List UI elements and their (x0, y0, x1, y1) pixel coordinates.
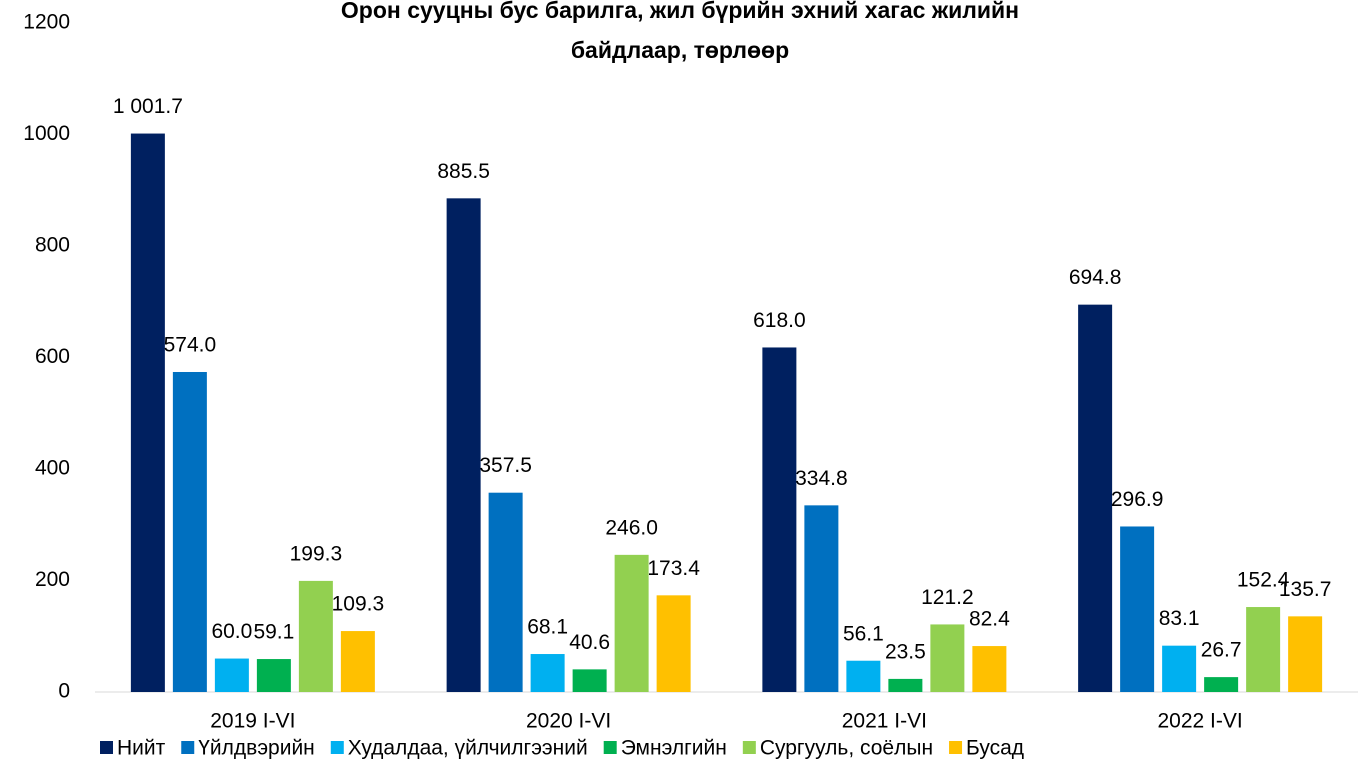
y-tick-label: 1200 (23, 11, 70, 34)
bar (930, 624, 965, 692)
data-label: 82.4 (969, 608, 1010, 631)
data-label: 40.6 (569, 631, 610, 654)
y-tick-label: 800 (35, 234, 70, 257)
legend-label: Нийт (117, 737, 166, 760)
data-label: 246.0 (605, 516, 658, 539)
bar (846, 660, 881, 692)
data-label: 1 001.7 (113, 95, 183, 118)
bar (1204, 677, 1239, 692)
data-label: 60.0 (211, 620, 252, 643)
legend-marker (330, 741, 344, 754)
y-tick-label: 600 (35, 345, 70, 368)
bar (1162, 645, 1197, 692)
data-label: 109.3 (332, 593, 385, 616)
data-label: 152.4 (1237, 569, 1290, 592)
bar (572, 669, 607, 692)
x-tick-label: 2020 I-VI (526, 710, 611, 733)
legend-label: Худалдаа, үйлчилгээний (348, 737, 588, 760)
data-label: 56.1 (843, 622, 884, 645)
y-tick-label: 400 (35, 457, 70, 480)
data-label: 334.8 (795, 467, 848, 490)
data-label: 173.4 (647, 557, 700, 580)
data-label: 83.1 (1159, 607, 1200, 630)
data-label: 694.8 (1069, 266, 1122, 289)
bar (614, 554, 649, 692)
legend-label: Бусад (966, 737, 1024, 760)
data-label: 574.0 (164, 334, 217, 357)
chart-title: Орон сууцны бус барилга, жил бүрийн эхни… (340, 0, 1020, 63)
bar (214, 658, 249, 692)
data-label: 59.1 (253, 621, 294, 644)
bar (530, 654, 565, 692)
bar (804, 505, 839, 692)
data-label: 135.7 (1279, 578, 1332, 601)
data-label: 68.1 (527, 616, 568, 639)
bar (298, 580, 333, 692)
data-label: 23.5 (885, 640, 926, 663)
bar (172, 371, 207, 692)
legend-marker (603, 741, 617, 754)
bar (1246, 607, 1281, 692)
bar (762, 347, 797, 692)
bar (1120, 526, 1155, 692)
data-label: 26.7 (1201, 639, 1242, 662)
legend-marker (742, 741, 756, 754)
bar (972, 646, 1007, 692)
data-label: 618.0 (753, 309, 806, 332)
bar (1288, 616, 1323, 692)
legend-label: Эмнэлгийн (621, 737, 727, 760)
bar (488, 492, 523, 692)
bar (340, 631, 375, 692)
legend-marker (949, 741, 963, 754)
bar (888, 678, 923, 692)
bar (256, 659, 291, 692)
legend-marker (181, 741, 195, 754)
data-label: 199.3 (290, 542, 343, 565)
legend-label: Сургууль, соёлын (760, 737, 933, 760)
data-label: 885.5 (437, 160, 490, 183)
legend-marker (100, 741, 113, 754)
y-tick-label: 200 (35, 568, 70, 591)
bar (130, 133, 165, 692)
bar (446, 198, 481, 693)
x-tick-label: 2019 I-VI (210, 710, 295, 733)
data-label: 296.9 (1111, 488, 1164, 511)
x-tick-label: 2021 I-VI (842, 710, 927, 733)
data-label: 357.5 (479, 454, 532, 477)
y-tick-label: 0 (58, 680, 70, 703)
legend-label: Үйлдвэрийн (198, 737, 315, 760)
x-tick-label: 2022 I-VI (1158, 710, 1243, 733)
bar (656, 595, 691, 692)
bar (1078, 304, 1113, 692)
y-tick-label: 1000 (23, 122, 70, 145)
data-label: 121.2 (921, 586, 974, 609)
